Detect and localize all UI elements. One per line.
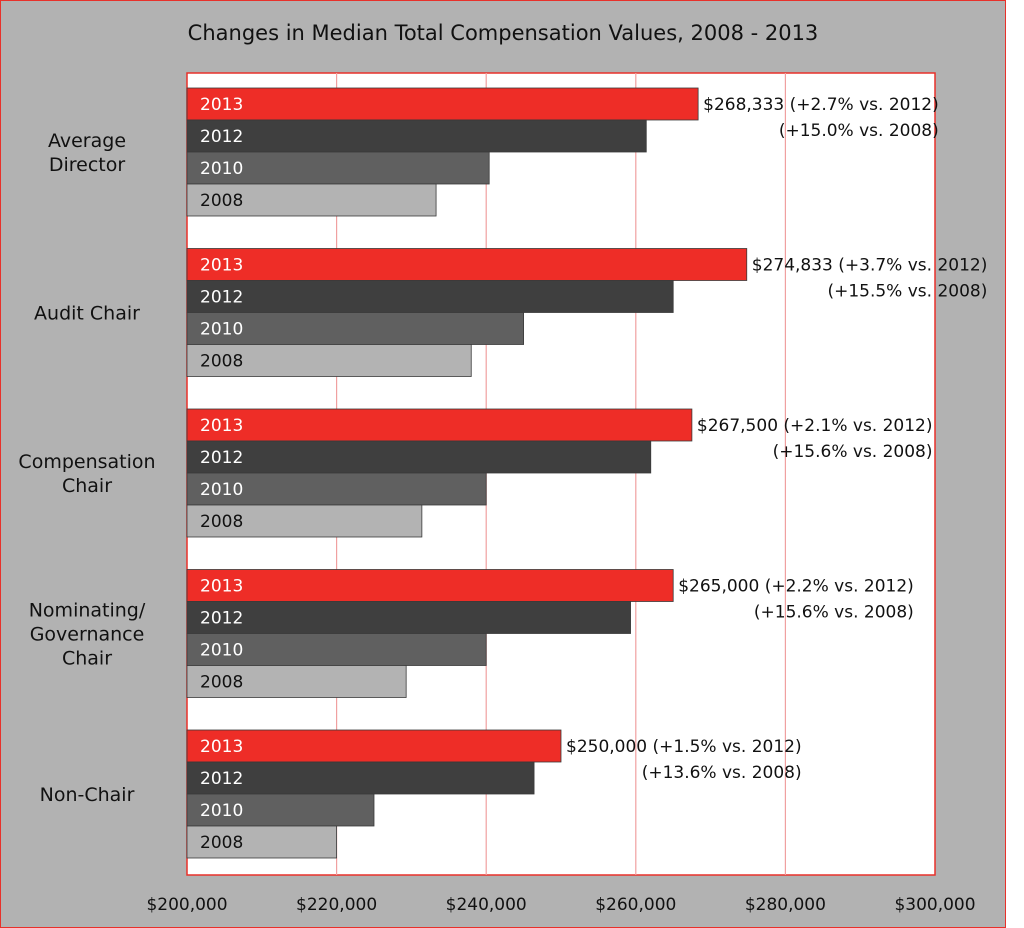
bar-label-2013: 2013 [200,256,243,276]
bar-2012 [186,601,631,634]
bar-2010 [186,633,487,666]
bar-label-2010: 2010 [200,480,243,500]
bar-label-2012: 2012 [200,769,243,789]
bar-2012 [186,280,674,313]
bar-label-2013: 2013 [200,577,243,597]
category-label: Director [49,154,126,176]
x-tick-label: $200,000 [146,895,227,915]
bar-2013 [186,729,562,763]
bar-2012 [186,440,652,474]
bar-2012 [186,119,647,153]
annotation-line: $274,833 (+3.7% vs. 2012) [752,256,988,276]
category-label: Chair [62,475,112,497]
bars [186,87,748,859]
category-label: Compensation [18,451,155,473]
x-tick-label: $300,000 [894,895,975,915]
x-tick-label: $220,000 [296,895,377,915]
bar-label-2012: 2012 [200,448,243,468]
bar-label-2013: 2013 [200,95,243,115]
bar-label-2008: 2008 [200,833,243,853]
annotation-line: (+15.5% vs. 2008) [827,282,987,302]
category-label: Nominating/ [29,600,146,622]
bar-label-2012: 2012 [200,127,243,147]
annotation-line: $267,500 (+2.1% vs. 2012) [697,416,933,436]
annotation-line: $268,333 (+2.7% vs. 2012) [703,95,939,115]
bar-2010 [186,312,525,345]
bar-label-2010: 2010 [200,641,243,661]
bar-label-2010: 2010 [200,801,243,821]
chart-title: Changes in Median Total Compensation Val… [188,21,819,45]
bar-2008 [186,344,472,377]
bar-2013 [186,248,748,281]
category-label: Average [48,130,126,152]
bar-label-2010: 2010 [200,320,243,340]
x-tick-label: $260,000 [595,895,676,915]
x-tick-label: $280,000 [745,895,826,915]
annotation-line: (+13.6% vs. 2008) [642,763,802,783]
bar-label-2013: 2013 [200,416,243,436]
bar-label-2008: 2008 [200,191,243,211]
category-label: Audit Chair [34,303,140,325]
bar-label-2012: 2012 [200,288,243,308]
annotation-line: $250,000 (+1.5% vs. 2012) [566,737,802,757]
bar-2010 [186,151,490,185]
category-label: Chair [62,648,112,670]
annotations: $268,333 (+2.7% vs. 2012) (+15.0% vs. 200… [566,95,987,783]
bar-labels: 2013 2012 2010 2008 2013 2012 2010 2008 2013 2012… [200,95,243,853]
bar-2008 [186,825,338,859]
annotation-line: $265,000 (+2.2% vs. 2012) [678,577,914,597]
annotation-line: (+15.6% vs. 2008) [773,442,933,462]
category-label: Non-Chair [40,784,135,806]
bar-2013 [186,408,693,442]
bar-2013 [186,569,674,602]
bar-2008 [186,183,437,217]
bar-2008 [186,665,407,698]
bar-label-2012: 2012 [200,609,243,629]
x-axis-ticks: $200,000 $220,000 $240,000 $260,000 $280,000… [146,895,975,915]
annotation-line: (+15.6% vs. 2008) [754,603,914,623]
bar-2013 [186,87,699,121]
bar-label-2008: 2008 [200,512,243,532]
bar-2012 [186,761,535,795]
bar-label-2010: 2010 [200,159,243,179]
bar-label-2008: 2008 [200,673,243,693]
x-tick-label: $240,000 [446,895,527,915]
category-label: Governance [30,624,145,646]
bar-2008 [186,504,423,538]
bar-label-2008: 2008 [200,352,243,372]
bar-label-2013: 2013 [200,737,243,757]
annotation-line: (+15.0% vs. 2008) [779,121,939,141]
